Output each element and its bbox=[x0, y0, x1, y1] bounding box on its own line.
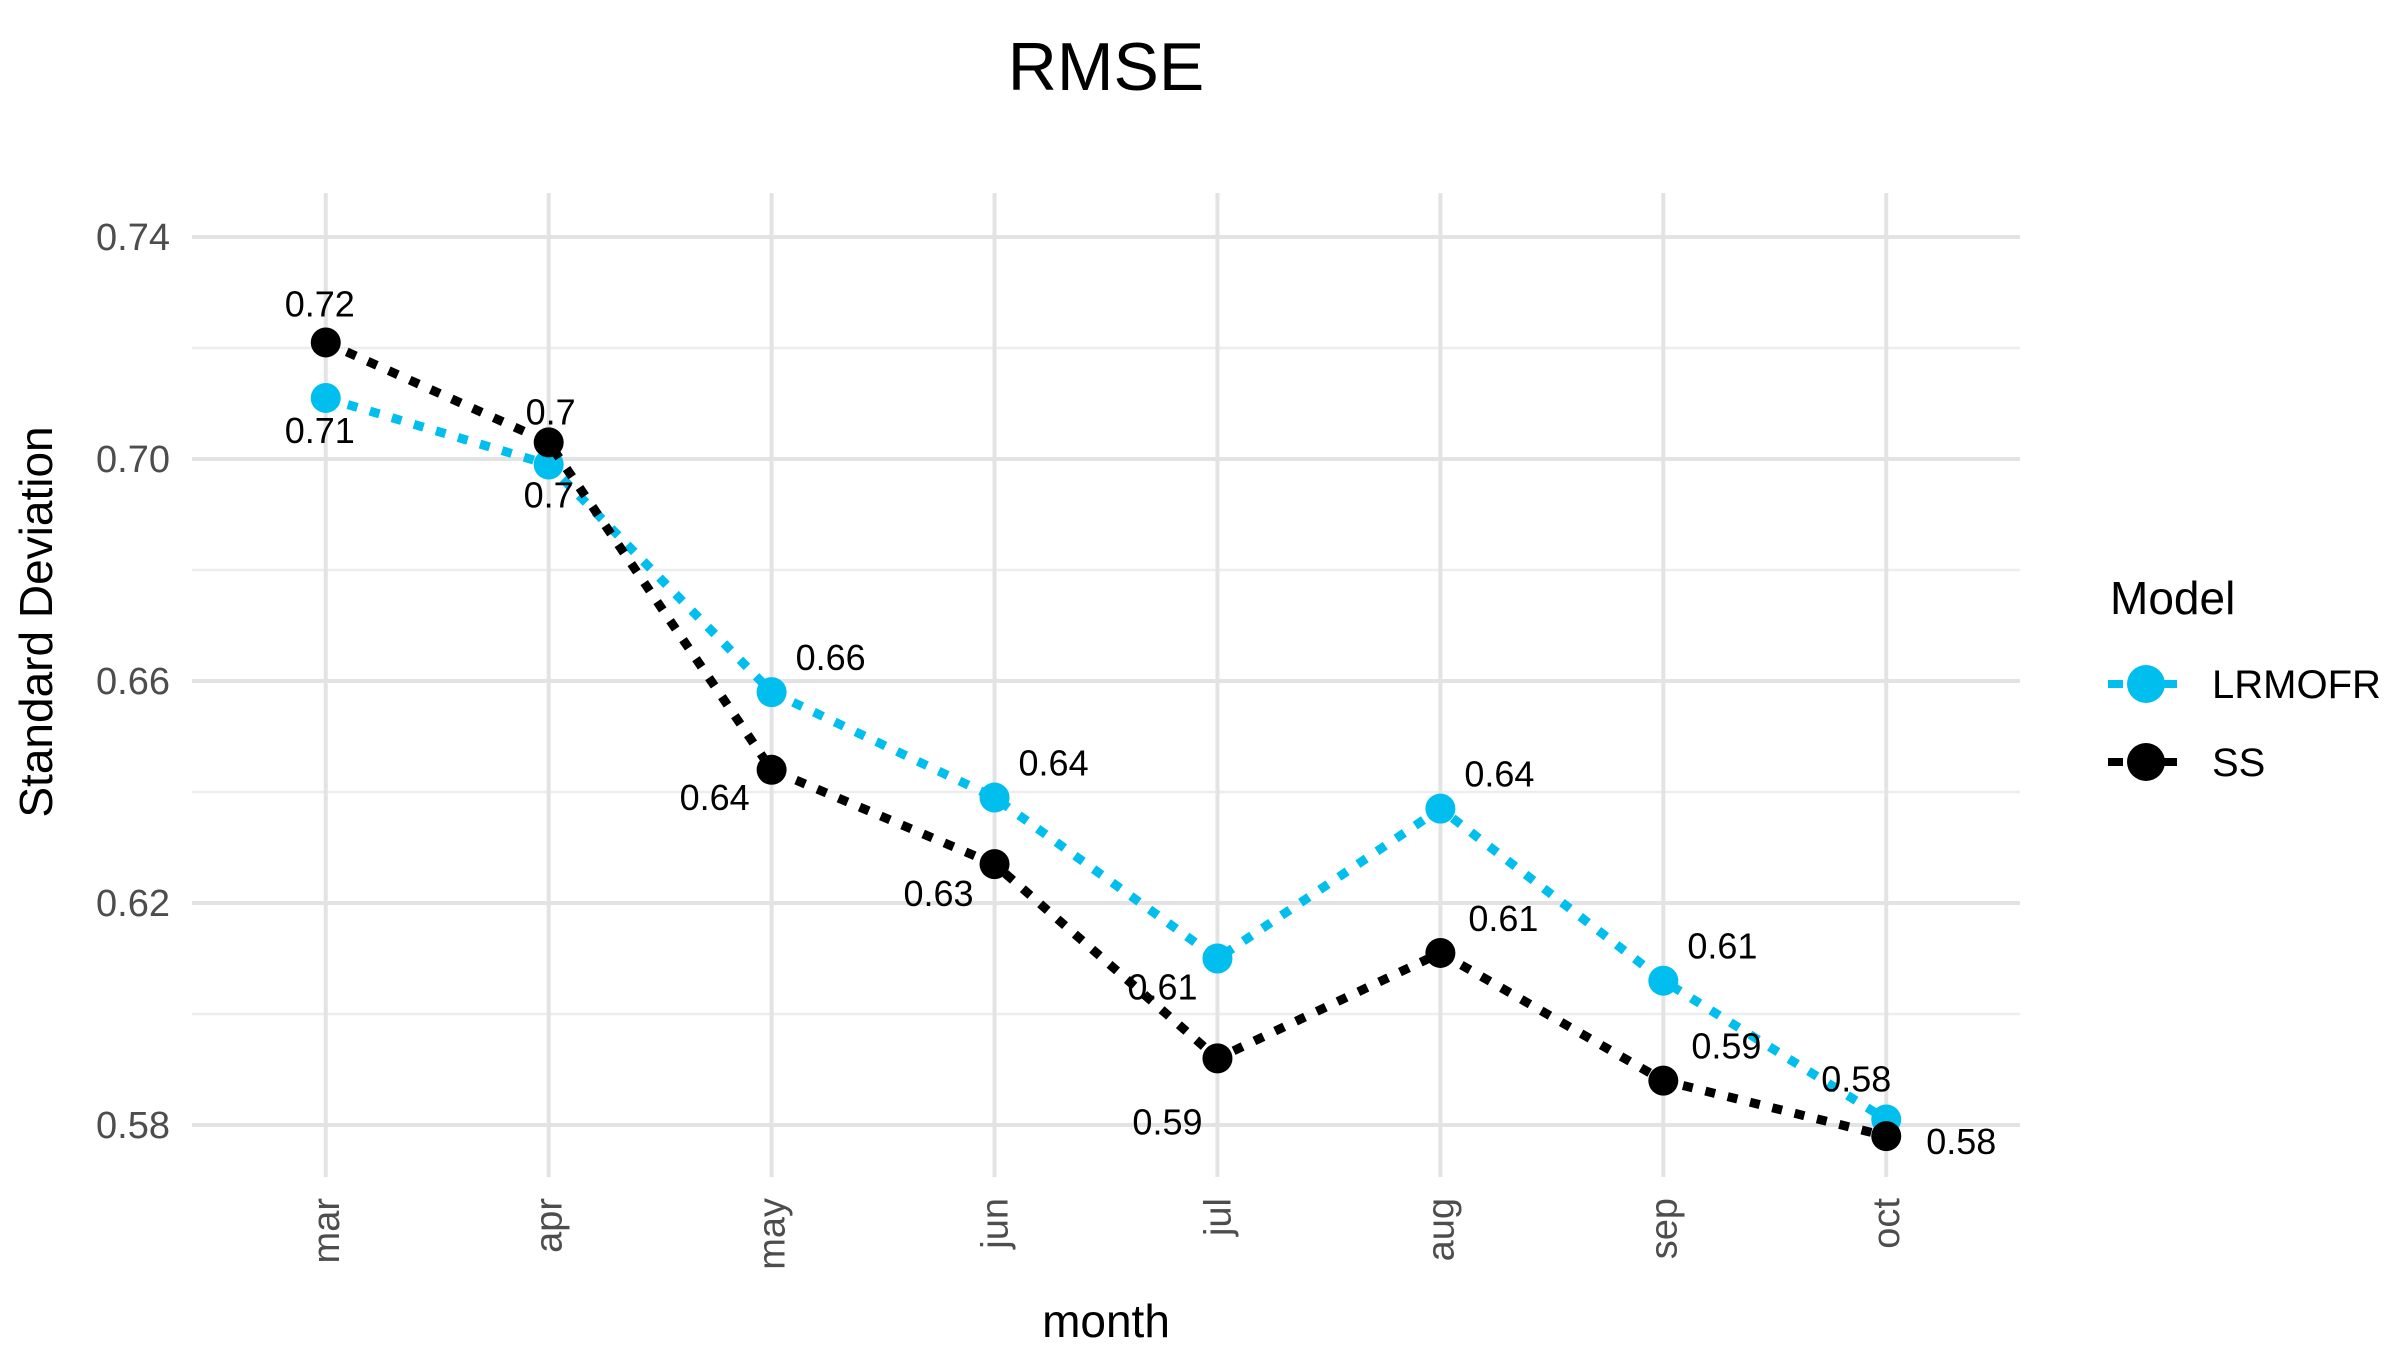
data-point-ss bbox=[310, 327, 341, 358]
y-tick-label: 0.62 bbox=[96, 883, 170, 925]
data-point-ss bbox=[1871, 1121, 1902, 1152]
legend-key-point-lrmofr bbox=[2127, 665, 2165, 703]
data-label-ss: 0.61 bbox=[1468, 898, 1538, 939]
data-label-lrmofr: 0.64 bbox=[1464, 754, 1534, 795]
data-point-ss bbox=[1648, 1065, 1679, 1096]
y-tick-label: 0.66 bbox=[96, 661, 170, 703]
legend-label-lrmofr: LRMOFR bbox=[2212, 663, 2381, 707]
data-point-lrmofr bbox=[1425, 793, 1456, 824]
series-line-ss bbox=[323, 338, 1888, 1141]
legend: Model LRMOFR SS bbox=[2108, 572, 2381, 785]
data-label-ss: 0.7 bbox=[526, 391, 576, 432]
data-point-lrmofr bbox=[1648, 965, 1679, 996]
legend-entry-lrmofr: LRMOFR bbox=[2108, 663, 2381, 707]
y-tick-label: 0.74 bbox=[96, 217, 170, 259]
y-tick-label: 0.58 bbox=[96, 1105, 170, 1147]
data-label-lrmofr: 0.61 bbox=[1127, 967, 1197, 1008]
data-point-lrmofr bbox=[1202, 943, 1233, 974]
data-label-ss: 0.72 bbox=[285, 283, 355, 324]
data-label-lrmofr: 0.64 bbox=[1019, 743, 1089, 784]
data-point-ss bbox=[533, 427, 564, 458]
data-point-lrmofr bbox=[979, 782, 1010, 813]
chart-title: RMSE bbox=[1008, 29, 1204, 105]
data-label-lrmofr: 0.58 bbox=[1821, 1058, 1891, 1099]
data-label-ss: 0.63 bbox=[903, 873, 973, 914]
data-point-lrmofr bbox=[310, 382, 341, 413]
data-point-lrmofr bbox=[756, 677, 787, 708]
data-label-ss: 0.58 bbox=[1926, 1121, 1996, 1162]
data-point-ss bbox=[756, 754, 787, 785]
plot-area: 0.74 0.70 0.66 0.62 0.58 mar apr may jun jul aug se… bbox=[96, 193, 2020, 1270]
data-label-ss: 0.64 bbox=[680, 777, 750, 818]
data-point-ss bbox=[1202, 1043, 1233, 1074]
x-tick-label: aug bbox=[1420, 1198, 1462, 1261]
data-label-ss: 0.59 bbox=[1132, 1101, 1202, 1142]
x-tick-label: oct bbox=[1866, 1198, 1908, 1249]
data-label-lrmofr: 0.71 bbox=[285, 410, 355, 451]
legend-label-ss: SS bbox=[2212, 741, 2265, 785]
legend-title: Model bbox=[2110, 572, 2235, 624]
data-label-lrmofr: 0.66 bbox=[796, 637, 866, 678]
legend-key-point-ss bbox=[2127, 743, 2165, 781]
x-tick-label: jul bbox=[1197, 1198, 1239, 1237]
data-label-lrmofr: 0.7 bbox=[524, 475, 574, 516]
series-line-lrmofr bbox=[324, 393, 1889, 1124]
x-tick-label: sep bbox=[1643, 1198, 1685, 1259]
x-tick-label: jun bbox=[975, 1198, 1017, 1250]
y-axis-title: Standard Deviation bbox=[10, 426, 62, 817]
x-tick-label: mar bbox=[306, 1198, 348, 1264]
legend-entry-ss: SS bbox=[2108, 741, 2265, 785]
x-tick-label: may bbox=[752, 1198, 794, 1270]
data-point-ss bbox=[979, 849, 1010, 880]
data-point-ss bbox=[1425, 937, 1456, 968]
x-tick-label: apr bbox=[529, 1198, 571, 1253]
data-label-ss: 0.59 bbox=[1691, 1026, 1761, 1067]
data-label-lrmofr: 0.61 bbox=[1687, 926, 1757, 967]
y-tick-label: 0.70 bbox=[96, 439, 170, 481]
x-axis-title: month bbox=[1042, 1295, 1170, 1347]
